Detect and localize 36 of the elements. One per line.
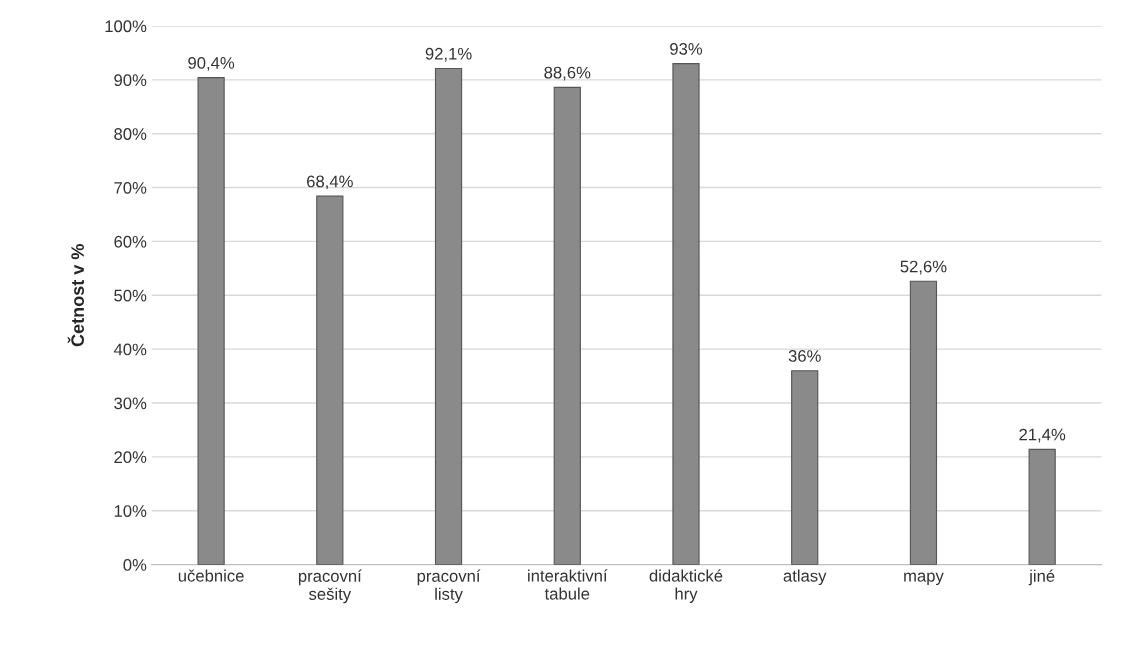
x-tick-label: interaktivní tabule (528, 569, 608, 600)
x-tick-label: učebnice (178, 569, 244, 582)
y-axis-title: Četnost v % (67, 244, 85, 347)
bar (316, 195, 344, 565)
y-tick-label: 90% (114, 74, 147, 87)
y-tick-label: 100% (105, 20, 147, 33)
data-label: 68,4% (307, 175, 353, 190)
data-label: 36% (788, 350, 821, 362)
data-label: 88,6% (544, 66, 591, 81)
y-tick-label: 60% (114, 235, 147, 248)
x-tick-label: mapy (904, 572, 944, 586)
bar (909, 280, 938, 565)
data-label: 21,4% (1019, 428, 1066, 443)
y-tick-label: 40% (113, 343, 147, 356)
y-tick-label: 10% (114, 505, 147, 517)
data-label: 93% (670, 43, 703, 55)
y-tick-label: 30% (114, 397, 147, 410)
bar (197, 77, 225, 565)
data-label: 92,1% (425, 47, 472, 62)
y-tick-label: 20% (114, 451, 147, 464)
bar (553, 86, 581, 565)
y-tick-label: 80% (114, 128, 147, 140)
x-tick-label: pracovní listy (417, 569, 481, 604)
y-tick-label: 0% (123, 559, 147, 571)
data-label: 90,4% (188, 57, 235, 71)
y-tick-label: 70% (114, 181, 147, 194)
x-tick-label: atlasy (783, 569, 827, 586)
bar (672, 63, 700, 565)
bar (434, 67, 463, 565)
bar (791, 370, 819, 565)
y-tick-label: 50% (114, 289, 147, 302)
x-tick-label: jiné (1028, 569, 1055, 586)
x-tick-label: pracovní sešity (298, 569, 362, 604)
data-label: 52,6% (900, 260, 947, 275)
x-tick-label: didaktické hry (649, 569, 723, 603)
bar (1028, 448, 1056, 565)
